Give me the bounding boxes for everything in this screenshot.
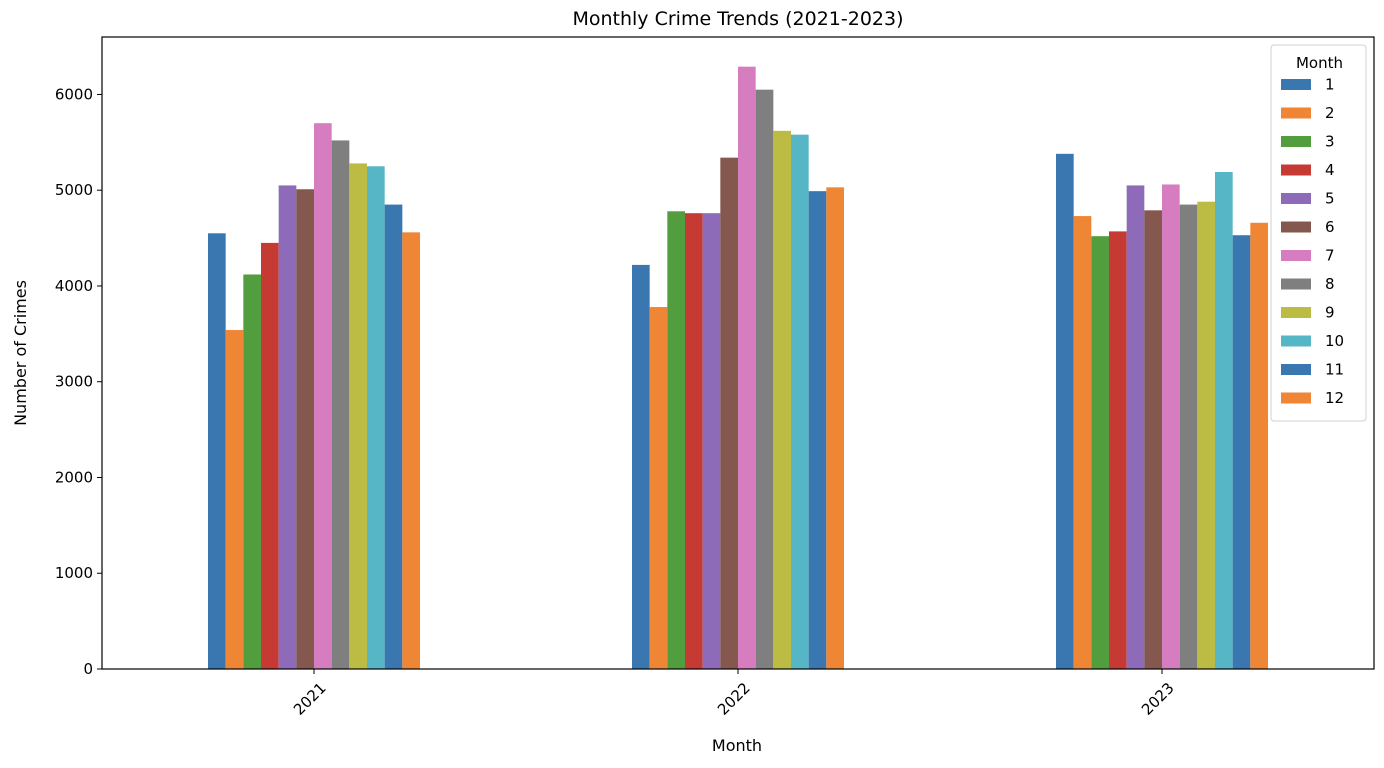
bar-2022-month-3 bbox=[667, 211, 685, 669]
legend-label-7: 7 bbox=[1325, 247, 1335, 265]
bar-2021-month-9 bbox=[349, 163, 367, 669]
bar-2023-month-4 bbox=[1109, 231, 1127, 669]
legend-swatch-10 bbox=[1281, 335, 1311, 347]
legend-swatch-6 bbox=[1281, 221, 1311, 233]
legend-swatch-5 bbox=[1281, 193, 1311, 204]
bar-2021-month-12 bbox=[402, 232, 420, 669]
y-axis-label: Number of Crimes bbox=[11, 280, 30, 426]
legend-label-6: 6 bbox=[1325, 218, 1335, 236]
y-axis: 0 1000 2000 3000 4000 5000 6000 bbox=[55, 85, 102, 678]
legend-swatch-3 bbox=[1281, 136, 1311, 147]
bar-2022-month-5 bbox=[702, 213, 721, 669]
legend-label-2: 2 bbox=[1325, 104, 1335, 122]
x-axis: 2021 2022 2023 bbox=[290, 669, 1178, 719]
legend-title: Month bbox=[1296, 54, 1343, 72]
bar-2023-month-3 bbox=[1091, 236, 1109, 669]
y-tick-label: 3000 bbox=[55, 373, 93, 391]
bar-2022-month-6 bbox=[720, 157, 738, 669]
bar-2021-month-3 bbox=[243, 274, 261, 669]
bar-2021-month-2 bbox=[225, 330, 244, 669]
bars-layer bbox=[208, 66, 1268, 670]
bar-2021-month-10 bbox=[367, 166, 385, 669]
bar-2022-month-1 bbox=[632, 264, 650, 669]
y-tick-label: 2000 bbox=[55, 468, 93, 486]
legend-label-8: 8 bbox=[1325, 275, 1335, 293]
legend-swatch-8 bbox=[1281, 278, 1311, 290]
bar-2023-month-10 bbox=[1215, 172, 1233, 669]
bar-2022-month-4 bbox=[685, 213, 703, 669]
x-tick-label-2023: 2023 bbox=[1138, 679, 1178, 719]
bar-2021-month-6 bbox=[296, 189, 314, 669]
bar-2022-month-11 bbox=[808, 191, 827, 670]
bar-2023-month-8 bbox=[1179, 204, 1198, 669]
y-tick-label: 6000 bbox=[55, 85, 93, 103]
legend-label-1: 1 bbox=[1325, 76, 1335, 94]
bar-2022-month-8 bbox=[755, 89, 774, 670]
y-tick-label: 5000 bbox=[55, 181, 93, 199]
bar-2023-month-1 bbox=[1056, 153, 1074, 669]
x-tick-label-2022: 2022 bbox=[714, 679, 754, 719]
bar-2023-month-5 bbox=[1126, 185, 1145, 670]
bar-2023-month-6 bbox=[1144, 210, 1162, 669]
legend-label-4: 4 bbox=[1325, 161, 1335, 179]
bar-2023-month-2 bbox=[1073, 216, 1092, 669]
bar-2023-month-11 bbox=[1232, 235, 1251, 669]
legend-swatch-11 bbox=[1281, 364, 1311, 375]
bar-2021-month-8 bbox=[331, 140, 350, 670]
bar-2023-month-7 bbox=[1162, 184, 1180, 669]
x-axis-label: Month bbox=[712, 736, 762, 755]
bar-2022-month-2 bbox=[649, 307, 668, 669]
bar-2021-month-7 bbox=[314, 123, 332, 670]
legend-swatch-1 bbox=[1281, 79, 1311, 90]
legend-swatch-9 bbox=[1281, 307, 1311, 318]
legend-label-9: 9 bbox=[1325, 304, 1335, 322]
legend-label-10: 10 bbox=[1325, 332, 1344, 350]
y-tick-label: 4000 bbox=[55, 277, 93, 295]
y-tick-label: 0 bbox=[83, 660, 93, 678]
legend-label-11: 11 bbox=[1325, 361, 1344, 379]
legend-swatch-2 bbox=[1281, 107, 1311, 119]
bar-2021-month-4 bbox=[261, 242, 279, 669]
legend-swatch-12 bbox=[1281, 392, 1311, 404]
legend-label-5: 5 bbox=[1325, 190, 1335, 208]
legend-swatch-4 bbox=[1281, 164, 1311, 176]
legend-swatch-7 bbox=[1281, 250, 1311, 261]
bar-2021-month-11 bbox=[384, 204, 403, 669]
y-tick-label: 1000 bbox=[55, 564, 93, 582]
chart-title: Monthly Crime Trends (2021-2023) bbox=[572, 8, 903, 30]
bar-2022-month-12 bbox=[826, 187, 844, 669]
bar-2021-month-5 bbox=[278, 185, 297, 670]
legend-label-3: 3 bbox=[1325, 133, 1335, 151]
bar-2022-month-10 bbox=[791, 134, 809, 670]
legend-label-12: 12 bbox=[1325, 389, 1344, 407]
bar-2023-month-9 bbox=[1197, 201, 1215, 669]
bar-2023-month-12 bbox=[1250, 222, 1268, 669]
bar-2022-month-7 bbox=[738, 66, 756, 670]
x-tick-label-2021: 2021 bbox=[290, 679, 330, 719]
bar-2021-month-1 bbox=[208, 233, 226, 670]
bar-2022-month-9 bbox=[773, 130, 791, 670]
